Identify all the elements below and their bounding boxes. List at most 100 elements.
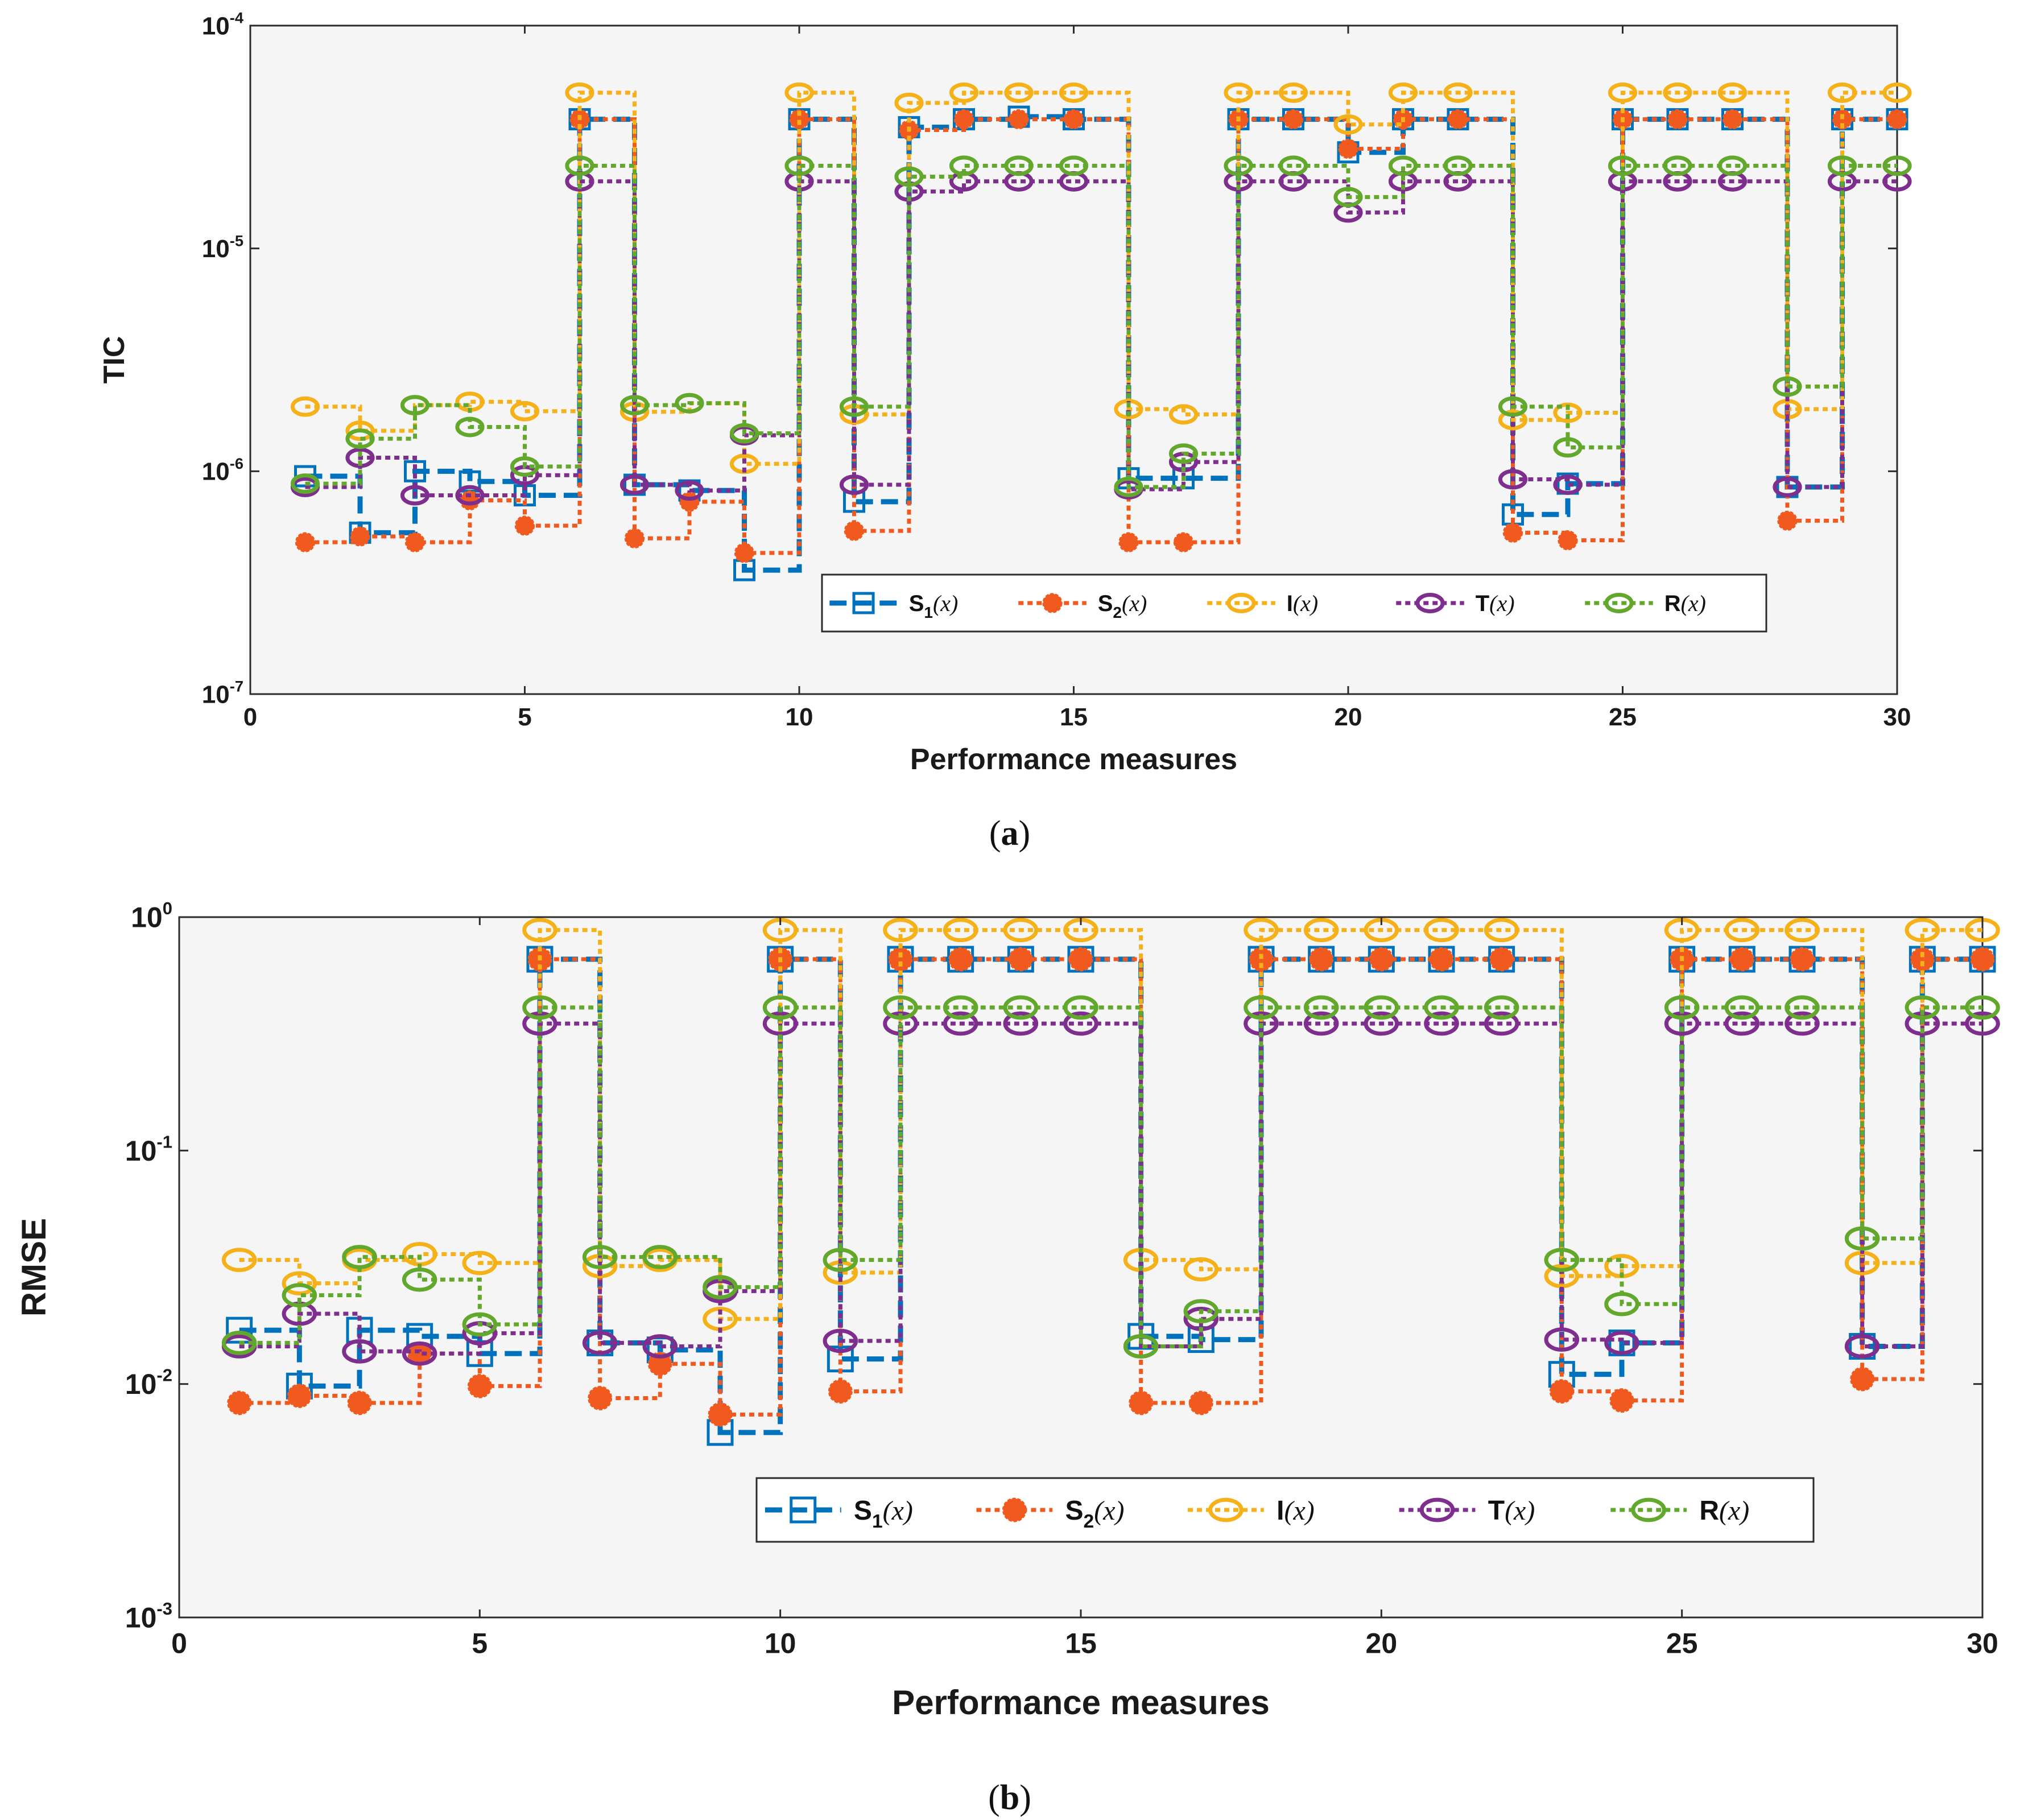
point-R-22 — [1484, 995, 1519, 1020]
x-tick-label: 10 — [765, 1628, 796, 1660]
point-T-3 — [342, 1339, 377, 1364]
legend-entry-S1: S1(x) — [829, 591, 958, 621]
y-tick-base: 10 — [202, 235, 230, 263]
x-tick-label: 0 — [171, 1628, 187, 1660]
caption-close-paren: ) — [1019, 814, 1031, 853]
y-tick-label: 10-2 — [125, 1365, 172, 1401]
point-I-17 — [1183, 1257, 1219, 1282]
legend-name: T — [1488, 1496, 1505, 1526]
legend-arg: (x) — [933, 591, 958, 616]
point-T-24 — [1553, 474, 1583, 495]
point-S2-15 — [1063, 109, 1084, 130]
point-S2-23 — [1549, 1379, 1574, 1404]
point-T-7 — [582, 1331, 618, 1355]
point-R-2 — [282, 1283, 317, 1308]
point-R-6 — [565, 155, 594, 176]
point-R-26 — [1663, 155, 1692, 176]
point-T-14 — [1003, 1011, 1039, 1036]
point-S2-1 — [295, 532, 316, 552]
legend-entry-R: R(x) — [1610, 1496, 1749, 1526]
legend-arg: (x) — [1681, 591, 1706, 616]
x-tick-label: 0 — [243, 703, 257, 731]
point-R-13 — [943, 995, 978, 1020]
y-axis-label: TIC — [98, 336, 131, 384]
point-R-19 — [1278, 155, 1308, 176]
point-S2-2 — [287, 1383, 312, 1408]
point-T-19 — [1303, 1011, 1339, 1036]
point-S2-14 — [1008, 947, 1033, 972]
legend-label: S2(x) — [1065, 1496, 1125, 1532]
point-T-3 — [400, 485, 430, 506]
point-T-21 — [1424, 1011, 1459, 1036]
point-R-14 — [1004, 155, 1034, 176]
legend-name: I — [1277, 1496, 1284, 1526]
point-R-20 — [1364, 995, 1399, 1020]
point-I-2 — [345, 420, 375, 441]
point-S2-7 — [588, 1386, 613, 1410]
legend-entry-T: T(x) — [1396, 591, 1515, 616]
point-S2-16 — [1129, 1390, 1154, 1415]
point-R-4 — [402, 1267, 437, 1292]
point-R-23 — [1544, 1248, 1580, 1272]
y-tick-base: 10 — [202, 680, 230, 708]
legend-subscript: 1 — [872, 1511, 883, 1532]
point-S2-17 — [1188, 1390, 1213, 1415]
point-S2-28 — [1850, 1367, 1875, 1392]
point-I-14 — [1003, 918, 1039, 943]
legend-marker-R — [1631, 1497, 1666, 1522]
point-R-19 — [1303, 995, 1339, 1020]
legend-entry-S1: S1(x) — [765, 1496, 913, 1532]
x-tick-label: 20 — [1366, 1628, 1398, 1660]
y-tick-label: 100 — [131, 898, 172, 934]
series-line-R — [239, 1005, 1982, 1348]
point-S2-8 — [647, 1351, 672, 1376]
point-S2-26 — [1729, 947, 1754, 972]
legend-label: S1(x) — [854, 1496, 913, 1532]
legend-entry-R: R(x) — [1585, 591, 1706, 616]
point-S2-16 — [1118, 532, 1139, 552]
chart-panel-a: 0 5 10 15 20 25 3010-710-610-510-4Performance … — [98, 9, 1912, 853]
point-T-26 — [1724, 1011, 1760, 1036]
point-S2-22 — [1489, 947, 1514, 972]
point-S2-5 — [467, 1373, 492, 1398]
point-T-7 — [619, 474, 650, 495]
y-tick-label: 10-4 — [202, 9, 244, 40]
point-I-5 — [510, 401, 540, 422]
legend-subscript: 1 — [924, 604, 933, 621]
legend-label: T(x) — [1476, 591, 1515, 616]
legend-name: S — [854, 1496, 872, 1526]
legend-marker-I — [1226, 593, 1256, 613]
point-R-10 — [762, 995, 798, 1020]
y-tick-base: 10 — [202, 12, 230, 40]
point-R-29 — [1827, 155, 1857, 176]
point-R-3 — [342, 1245, 377, 1269]
point-S2-13 — [948, 947, 973, 972]
series-R — [290, 155, 1912, 497]
point-S2-23 — [1502, 522, 1523, 543]
legend-name: S — [909, 591, 924, 616]
point-R-10 — [784, 155, 814, 176]
point-S2-2 — [350, 526, 370, 547]
point-T-23 — [1544, 1327, 1580, 1352]
point-T-20 — [1364, 1011, 1399, 1036]
y-tick-exponent: -3 — [156, 1599, 172, 1619]
point-R-9 — [729, 423, 759, 444]
point-T-22 — [1484, 1011, 1519, 1036]
point-I-16 — [1114, 399, 1143, 420]
legend-arg: (x) — [883, 1496, 913, 1526]
point-R-21 — [1388, 155, 1418, 176]
point-S2-9 — [708, 1402, 733, 1427]
point-S2-27 — [1790, 947, 1815, 972]
point-S2-30 — [1970, 947, 1995, 972]
point-I-2 — [282, 1271, 317, 1296]
point-S2-8 — [679, 492, 700, 512]
legend-label: I(x) — [1287, 591, 1319, 616]
y-tick-base: 10 — [125, 1602, 157, 1634]
legend-arg: (x) — [1284, 1496, 1314, 1526]
y-tick-label: 10-1 — [125, 1132, 172, 1167]
point-I-10 — [784, 82, 814, 103]
point-S2-9 — [734, 543, 755, 563]
point-R-9 — [703, 1275, 738, 1299]
point-S2-17 — [1173, 532, 1194, 552]
